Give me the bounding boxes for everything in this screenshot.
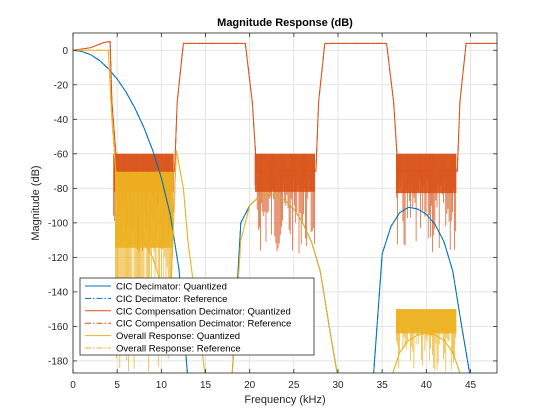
x-tick-label: 40 — [421, 380, 433, 391]
y-tick-label: -120 — [48, 253, 68, 264]
y-tick-label: -20 — [54, 80, 69, 91]
y-tick-label: -180 — [48, 356, 68, 367]
legend-entry[interactable]: CIC Decimator: Quantized — [116, 282, 227, 293]
y-tick-label: -100 — [48, 218, 68, 229]
legend-entry[interactable]: CIC Compensation Decimator: Quantized — [116, 306, 291, 317]
ripple-band — [395, 153, 457, 252]
ripple-band — [395, 309, 457, 372]
axis-ticks: 0 5 10 15 20 25 30 35 40 45 0 -20 -40 -60 -80 -100 -120 -… — [48, 33, 497, 391]
y-tick-label: -160 — [48, 322, 68, 333]
legend-entry[interactable]: Overall Response: Quantized — [116, 331, 240, 342]
series-line — [73, 41, 497, 172]
x-tick-label: 20 — [244, 380, 256, 391]
ripple-band — [254, 153, 316, 254]
x-axis-label: Frequency (kHz) — [244, 394, 325, 406]
x-tick-label: 10 — [156, 380, 168, 391]
legend-entry[interactable]: CIC Decimator: Reference — [116, 294, 227, 305]
legend-entry[interactable]: CIC Compensation Decimator: Reference — [116, 319, 291, 330]
legend-entry[interactable]: Overall Response: Reference — [116, 344, 241, 355]
x-tick-label: 0 — [70, 380, 76, 391]
x-tick-label: 45 — [465, 380, 477, 391]
axes-box — [72, 32, 498, 374]
ripple-band-lines — [395, 153, 457, 252]
y-tick-label: -80 — [54, 184, 69, 195]
y-tick-label: 0 — [62, 46, 68, 57]
plot-series — [73, 41, 497, 373]
x-tick-label: 15 — [200, 380, 212, 391]
y-tick-label: -140 — [48, 287, 68, 298]
y-tick-label: -40 — [54, 115, 69, 126]
ripple-band-lines — [395, 309, 457, 372]
chart-title: Magnitude Response (dB) — [217, 17, 353, 29]
y-axis-label: Magnitude (dB) — [30, 165, 42, 240]
x-tick-label: 35 — [377, 380, 389, 391]
x-tick-label: 25 — [288, 380, 300, 391]
x-tick-label: 30 — [332, 380, 344, 391]
y-tick-label: -60 — [54, 149, 69, 160]
series-line — [73, 49, 461, 373]
x-tick-label: 5 — [114, 380, 120, 391]
legend-box — [79, 277, 315, 356]
